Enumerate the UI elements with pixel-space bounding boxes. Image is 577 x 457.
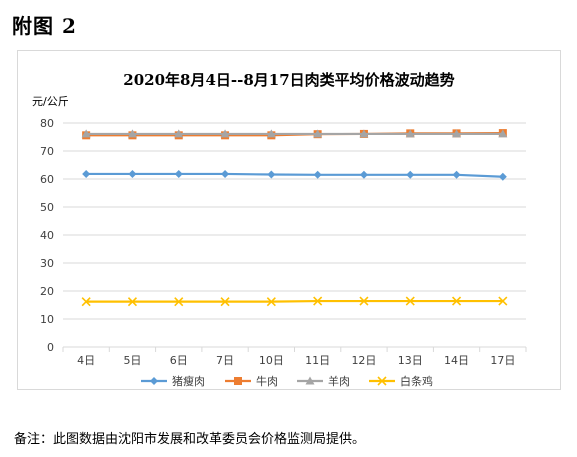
legend-marker (150, 377, 158, 385)
data-point (267, 170, 276, 179)
legend-label: 白条鸡 (400, 374, 433, 388)
data-point (266, 129, 276, 138)
y-tick-label: 0 (47, 341, 54, 354)
x-tick-label: 12日 (351, 354, 376, 367)
x-tick-label: 11日 (305, 354, 330, 367)
data-point (128, 169, 137, 178)
y-tick-label: 50 (40, 201, 54, 214)
data-point (359, 296, 369, 306)
series-line-3 (86, 299, 503, 303)
data-point (82, 169, 91, 178)
legend-label: 猪瘦肉 (172, 374, 205, 388)
page-heading: 附图 2 (12, 14, 77, 38)
data-point (81, 129, 91, 138)
data-point (266, 297, 276, 307)
data-point (174, 129, 184, 138)
x-tick-label: 4日 (77, 354, 95, 367)
data-point (221, 169, 230, 178)
data-point (359, 170, 368, 179)
data-point (174, 297, 184, 307)
data-point (359, 129, 369, 138)
data-point (498, 172, 507, 181)
x-tick-label: 13日 (398, 354, 423, 367)
chart-frame: 2020年8月4日--8月17日肉类平均价格波动趋势 元/公斤 0 10 20 30 4… (17, 50, 561, 390)
y-tick-label: 70 (40, 145, 54, 158)
y-axis-unit-label: 元/公斤 (32, 95, 69, 108)
footnote: 备注：此图数据由沈阳市发展和改革委员会价格监测局提供。 (14, 432, 366, 447)
x-tick-label: 10日 (259, 354, 284, 367)
data-point (406, 170, 415, 179)
data-point (498, 296, 508, 306)
chart-title: 2020年8月4日--8月17日肉类平均价格波动趋势 (123, 71, 455, 89)
y-tick-label: 60 (40, 173, 54, 186)
data-point (127, 129, 137, 138)
x-tick-label: 7日 (216, 354, 234, 367)
data-point (313, 170, 322, 179)
series-line-0 (86, 172, 503, 178)
legend-label: 牛肉 (256, 374, 278, 388)
y-tick-label: 40 (40, 229, 54, 242)
legend-marker (234, 377, 242, 385)
x-tick-label: 14日 (444, 354, 469, 367)
data-point (452, 170, 461, 179)
data-point (174, 169, 183, 178)
data-point (313, 129, 323, 138)
x-tick-label: 5日 (123, 354, 141, 367)
data-point (220, 129, 230, 138)
y-tick-label: 10 (40, 313, 54, 326)
x-tick-label: 17日 (490, 354, 515, 367)
data-point (127, 297, 138, 307)
data-point (220, 297, 230, 307)
legend-label: 羊肉 (328, 374, 350, 388)
data-point (451, 296, 462, 306)
y-tick-label: 80 (40, 117, 54, 130)
line-chart: 0 10 20 30 40 50 60 70 80 4日 5日 6日 7日 10日 11日 12日 13日 14日… (40, 117, 527, 388)
data-point (452, 129, 462, 138)
legend-marker (305, 376, 315, 385)
y-tick-label: 30 (40, 257, 54, 270)
data-point (81, 297, 91, 307)
legend-marker (377, 376, 387, 386)
data-point (498, 129, 508, 138)
x-tick-label: 6日 (170, 354, 188, 367)
data-point (405, 129, 415, 138)
data-point (313, 296, 323, 306)
data-point (405, 296, 415, 306)
y-tick-label: 20 (40, 285, 54, 298)
